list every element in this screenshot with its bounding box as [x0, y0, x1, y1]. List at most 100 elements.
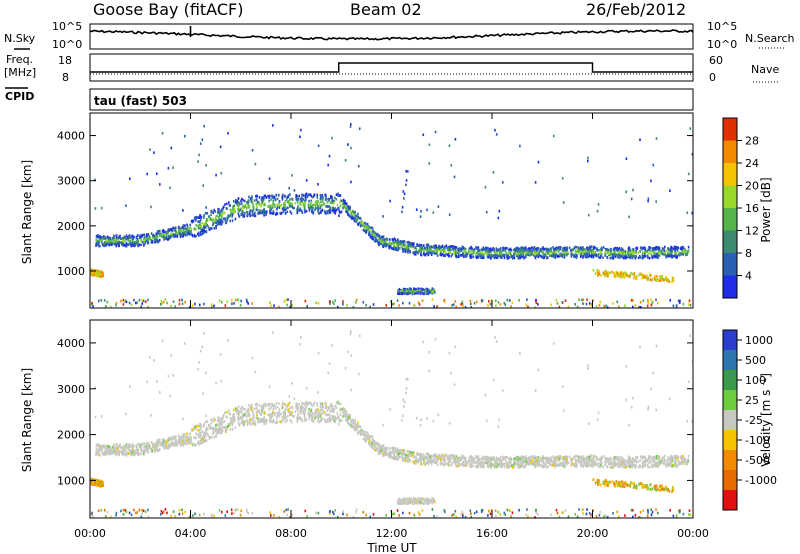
velocity-point: [215, 435, 217, 438]
power-point: [558, 246, 560, 249]
velocity-point: [296, 418, 299, 422]
power-point: [170, 235, 172, 239]
power-point: [248, 195, 250, 199]
power-point: [564, 251, 566, 255]
power-point: [619, 250, 622, 254]
power-point: [599, 254, 602, 257]
power-point: [645, 276, 647, 279]
power-point: [205, 219, 207, 223]
velocity-point: [379, 451, 381, 454]
power-point: [477, 252, 479, 255]
power-point: [687, 172, 690, 176]
power-point: [390, 247, 393, 250]
power-point: [509, 247, 512, 251]
power-point: [317, 204, 319, 208]
power-point: [124, 240, 126, 243]
power-point: [561, 301, 564, 304]
power-point: [275, 213, 277, 216]
velocity-point: [161, 444, 163, 447]
power-point: [286, 303, 288, 307]
power-point: [317, 144, 320, 148]
power-point: [136, 301, 138, 304]
power-point: [691, 211, 693, 215]
velocity-point: [329, 409, 332, 413]
velocity-point: [288, 410, 290, 414]
velocity-point: [215, 430, 218, 433]
velocity-point: [336, 412, 339, 415]
power-point: [251, 149, 254, 152]
velocity-point: [412, 454, 415, 458]
power-point: [537, 303, 539, 306]
power-point: [613, 273, 615, 277]
velocity-point: [426, 460, 428, 463]
power-point: [669, 189, 671, 192]
power-point: [393, 302, 396, 306]
power-point: [449, 251, 452, 254]
velocity-point: [392, 452, 395, 456]
power-point: [530, 251, 533, 254]
power-point: [328, 154, 331, 158]
power-point: [115, 243, 117, 246]
velocity-point: [398, 450, 401, 454]
power-point: [371, 237, 374, 241]
power-point: [455, 246, 458, 249]
power-point: [317, 301, 320, 305]
velocity-point: [256, 414, 258, 417]
power-point: [324, 210, 326, 213]
noise-trace: [89, 26, 694, 41]
power-point: [213, 304, 215, 308]
cpid-label: CPID: [5, 90, 34, 103]
power-point: [635, 275, 638, 278]
power-point: [269, 301, 271, 304]
velocity-point: [394, 450, 397, 453]
velocity-point: [253, 422, 256, 426]
power-point: [634, 257, 637, 260]
power-point: [672, 279, 675, 282]
power-point: [576, 254, 578, 257]
power-point: [620, 275, 622, 278]
power-point: [440, 253, 442, 257]
power-point: [535, 301, 538, 305]
power-point: [227, 214, 229, 217]
power-point: [498, 248, 501, 251]
power-point: [590, 303, 592, 307]
power-point: [388, 245, 391, 248]
power-point: [150, 239, 153, 242]
power-point: [678, 300, 681, 304]
velocity-point: [419, 457, 421, 460]
velocity-point: [635, 461, 638, 464]
power-point: [534, 256, 537, 260]
velocity-point: [484, 460, 486, 464]
power-point: [193, 217, 196, 221]
velocity-point: [610, 456, 612, 460]
power-point: [421, 246, 424, 250]
velocity-point: [439, 460, 442, 463]
power-point: [205, 221, 208, 225]
power-point: [371, 235, 374, 239]
velocity-point: [476, 456, 479, 459]
power-point: [175, 230, 178, 234]
power-point: [352, 306, 355, 309]
velocity-point: [103, 453, 105, 457]
power-point: [176, 233, 179, 237]
power-point: [499, 249, 502, 253]
power-point: [113, 242, 116, 246]
power-point: [254, 162, 257, 166]
power-point: [395, 242, 398, 245]
power-point: [349, 207, 351, 210]
power-point: [656, 248, 658, 251]
power-point: [455, 251, 458, 254]
velocity-point: [299, 408, 302, 412]
power-point: [655, 252, 658, 256]
power-point: [632, 305, 634, 309]
power-point: [457, 251, 459, 255]
velocity-point: [450, 454, 452, 457]
power-point: [184, 227, 187, 230]
velocity-point: [591, 462, 593, 465]
velocity-point: [296, 415, 299, 418]
power-point: [235, 198, 237, 202]
velocity-point: [554, 456, 556, 460]
power-point: [482, 255, 485, 259]
power-point: [270, 198, 272, 201]
power-point: [689, 127, 692, 130]
